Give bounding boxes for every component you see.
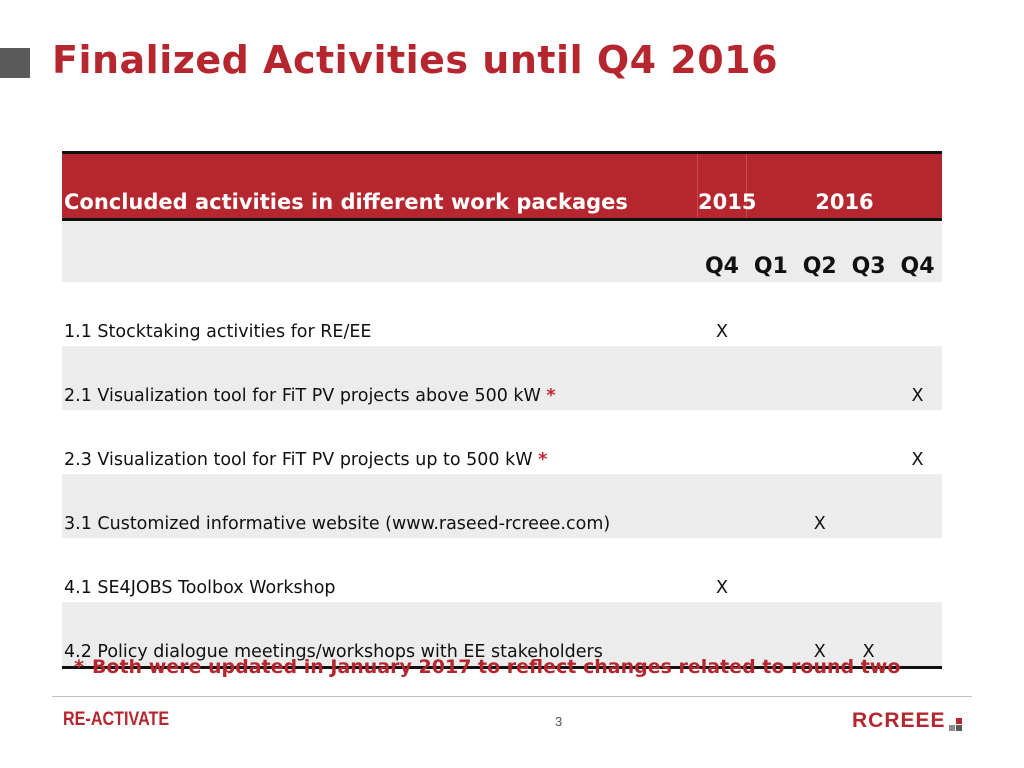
table-row: 1.1 Stocktaking activities for RE/EE X bbox=[62, 282, 942, 346]
mark-cell bbox=[697, 602, 747, 669]
mark-cell bbox=[795, 538, 844, 602]
activity-cell: 1.1 Stocktaking activities for RE/EE bbox=[62, 282, 698, 346]
re-activate-logo: RE-ACTIVATE bbox=[63, 709, 170, 730]
table-row: 2.3 Visualization tool for FiT PV projec… bbox=[62, 410, 942, 474]
mark-cell bbox=[795, 410, 844, 474]
activity-cell: 2.1 Visualization tool for FiT PV projec… bbox=[62, 346, 698, 410]
mark-cell bbox=[698, 410, 747, 474]
quarter-header-row: Q4 Q1 Q2 Q3 Q4 bbox=[62, 219, 942, 282]
mark-cell bbox=[844, 346, 894, 410]
mark-cell bbox=[893, 538, 942, 602]
mark-cell bbox=[697, 474, 747, 538]
rcreee-logo-text: RCREEE bbox=[852, 709, 946, 732]
quarter-header: Q1 bbox=[746, 219, 796, 282]
rcreee-logo: RCREEE bbox=[852, 709, 962, 733]
rcreee-logo-mark-icon bbox=[948, 717, 962, 731]
quarter-header: Q4 bbox=[697, 219, 747, 282]
mark-cell bbox=[746, 538, 795, 602]
mark-cell bbox=[746, 410, 795, 474]
quarter-header: Q2 bbox=[795, 219, 845, 282]
activity-label: 2.3 Visualization tool for FiT PV projec… bbox=[64, 450, 539, 470]
header-activity: Concluded activities in different work p… bbox=[62, 151, 698, 221]
page-title: Finalized Activities until Q4 2016 bbox=[52, 38, 779, 82]
mark-cell bbox=[795, 282, 844, 346]
activities-table-container: Concluded activities in different work p… bbox=[62, 151, 942, 669]
mark-cell bbox=[746, 346, 796, 410]
mark-cell bbox=[844, 282, 893, 346]
mark-cell: X bbox=[795, 474, 845, 538]
mark-cell bbox=[697, 346, 747, 410]
table-row: 2.1 Visualization tool for FiT PV projec… bbox=[62, 346, 942, 410]
footnote-asterisk: * bbox=[74, 656, 84, 678]
mark-cell: X bbox=[795, 602, 845, 669]
page-number: 3 bbox=[555, 714, 563, 729]
activity-label: 3.1 Customized informative website (www.… bbox=[64, 514, 611, 534]
activity-cell: 4.1 SE4JOBS Toolbox Workshop bbox=[62, 538, 698, 602]
activity-cell: 2.3 Visualization tool for FiT PV projec… bbox=[62, 410, 698, 474]
footnote-text: Both were updated in January 2017 to ref… bbox=[91, 656, 901, 678]
mark-cell bbox=[844, 410, 893, 474]
mark-cell bbox=[844, 474, 894, 538]
table-row: 4.1 SE4JOBS Toolbox Workshop X bbox=[62, 538, 942, 602]
activities-table: Concluded activities in different work p… bbox=[62, 151, 942, 669]
mark-cell bbox=[746, 282, 795, 346]
quarter-header: Q4 bbox=[893, 219, 942, 282]
activity-cell: 3.1 Customized informative website (www.… bbox=[62, 474, 698, 538]
header-year-2015: 2015 bbox=[697, 151, 756, 221]
mark-cell bbox=[893, 474, 942, 538]
mark-cell bbox=[795, 346, 845, 410]
footer-divider bbox=[52, 696, 972, 697]
mark-cell: X bbox=[911, 450, 924, 470]
mark-cell bbox=[746, 602, 796, 669]
activity-label: 1.1 Stocktaking activities for RE/EE bbox=[64, 322, 372, 342]
activity-label: 4.1 SE4JOBS Toolbox Workshop bbox=[64, 578, 336, 598]
mark-cell: X bbox=[715, 578, 728, 598]
table-header-row: Concluded activities in different work p… bbox=[62, 151, 942, 221]
asterisk-marker: * bbox=[546, 386, 556, 406]
table-row: 3.1 Customized informative website (www.… bbox=[62, 474, 942, 538]
mark-cell: X bbox=[844, 602, 894, 669]
quarter-header: Q3 bbox=[844, 219, 894, 282]
activity-cell: 4.2 Policy dialogue meetings/workshops w… bbox=[62, 602, 698, 669]
mark-cell: X bbox=[715, 322, 728, 342]
quarter-header-blank bbox=[62, 219, 698, 282]
asterisk-marker: * bbox=[538, 450, 548, 470]
mark-cell bbox=[893, 602, 942, 669]
mark-cell bbox=[893, 282, 942, 346]
table-row: 4.2 Policy dialogue meetings/workshops w… bbox=[62, 602, 942, 669]
footnote: * Both were updated in January 2017 to re… bbox=[74, 656, 900, 678]
activity-label: 4.2 Policy dialogue meetings/workshops w… bbox=[64, 642, 603, 662]
activity-label: 2.1 Visualization tool for FiT PV projec… bbox=[64, 386, 547, 406]
mark-cell bbox=[746, 474, 796, 538]
title-square-icon bbox=[0, 48, 30, 78]
mark-cell: X bbox=[893, 346, 942, 410]
mark-cell bbox=[844, 538, 893, 602]
header-year-2016: 2016 bbox=[746, 151, 942, 221]
